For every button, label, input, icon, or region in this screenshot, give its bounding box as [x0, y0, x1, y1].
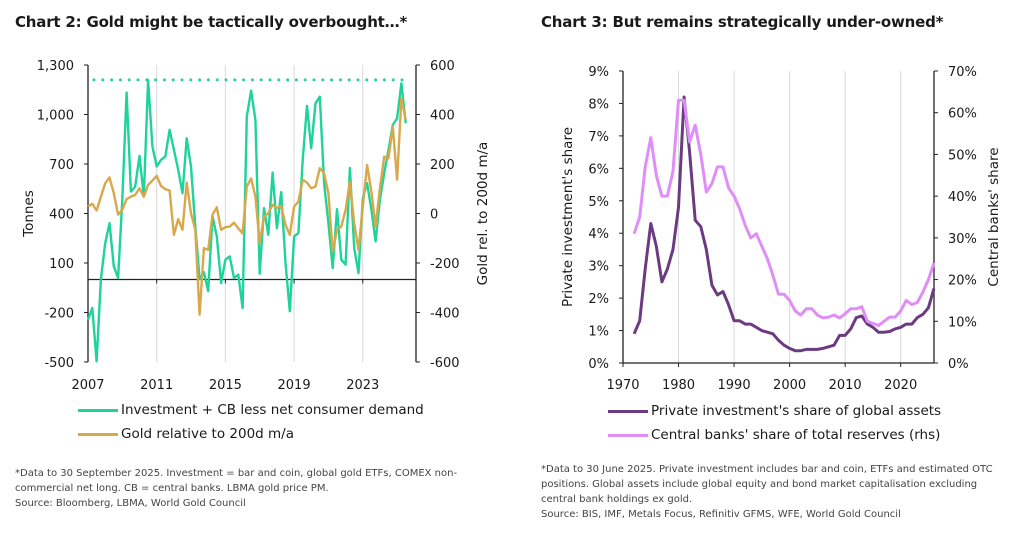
x-tick-label: 2019 — [278, 378, 311, 393]
series-line-1 — [632, 98, 936, 327]
y2-tick-label: 20% — [948, 274, 977, 289]
y-tick-label: 8% — [588, 97, 609, 112]
y2-axis-title: Gold rel. to 200d m/a — [475, 142, 491, 286]
y2-tick-label: -200 — [430, 257, 460, 272]
y2-tick-label: 40% — [948, 190, 977, 205]
y2-tick-label: 70% — [948, 65, 977, 80]
y2-tick-label: 50% — [948, 148, 977, 163]
y2-tick-label: 30% — [948, 232, 977, 247]
x-tick-label: 2007 — [71, 378, 104, 393]
y-axis-title: Private investment's share — [560, 127, 576, 307]
x-tick-label: 1970 — [606, 378, 639, 393]
legend-swatch — [78, 408, 118, 412]
y-tick-label: 0% — [588, 357, 609, 372]
y2-tick-label: 400 — [430, 109, 455, 124]
chart2-title: Chart 2: Gold might be tactically overbo… — [15, 13, 408, 31]
footnote-line: central bank holdings ex gold. — [541, 494, 693, 505]
x-tick-label: 2010 — [829, 378, 862, 393]
y2-tick-label: 200 — [430, 158, 455, 173]
y-tick-label: 3% — [588, 260, 609, 275]
x-tick-label: 1980 — [662, 378, 695, 393]
footnote-source: Source: Bloomberg, LBMA, World Gold Coun… — [15, 498, 246, 509]
y-tick-label: 1,300 — [37, 59, 74, 74]
legend-label: Central banks' share of total reserves (… — [651, 427, 941, 443]
y-tick-label: 5% — [588, 195, 609, 210]
y-tick-label: 700 — [49, 158, 74, 173]
y-tick-label: 7% — [588, 130, 609, 145]
legend-item-investment: Investment + CB less net consumer demand — [78, 398, 424, 422]
y2-tick-label: 10% — [948, 315, 977, 330]
x-tick-label: 2011 — [140, 378, 173, 393]
y2-tick-label: 60% — [948, 107, 977, 122]
y-tick-label: 1,000 — [37, 109, 74, 124]
y-tick-label: 400 — [49, 208, 74, 223]
x-tick-label: 2020 — [884, 378, 917, 393]
legend-label: Investment + CB less net consumer demand — [121, 402, 424, 418]
y-tick-label: 9% — [588, 65, 609, 80]
chart3-title: Chart 3: But remains strategically under… — [541, 13, 944, 31]
y2-tick-label: 600 — [430, 59, 455, 74]
series-line-1 — [87, 97, 407, 316]
y-tick-label: 4% — [588, 227, 609, 242]
footnote-line: *Data to 30 September 2025. Investment =… — [15, 468, 458, 479]
footnote-line: *Data to 30 June 2025. Private investmen… — [541, 464, 993, 475]
y2-tick-label: 0% — [948, 357, 969, 372]
footnote-source: Source: BIS, IMF, Metals Focus, Refiniti… — [541, 509, 901, 520]
legend-label: Gold relative to 200d m/a — [121, 426, 294, 442]
y2-tick-label: 0 — [430, 208, 438, 223]
legend-label: Private investment's share of global ass… — [651, 403, 942, 419]
chart3-legend: Private investment's share of global ass… — [608, 399, 941, 447]
footnote-line: positions. Global assets include global … — [541, 479, 978, 490]
chart2-footnote: *Data to 30 September 2025. Investment =… — [15, 466, 457, 511]
chart2-legend: Investment + CB less net consumer demand… — [78, 398, 424, 446]
x-tick-label: 2023 — [346, 378, 379, 393]
x-tick-label: 2015 — [209, 378, 242, 393]
series-line-0 — [86, 78, 407, 363]
legend-item-central-banks: Central banks' share of total reserves (… — [608, 423, 941, 447]
legend-swatch — [78, 432, 118, 436]
y-tick-label: 6% — [588, 162, 609, 177]
y2-tick-label: -600 — [430, 356, 460, 371]
x-tick-label: 1990 — [718, 378, 751, 393]
y-tick-label: -500 — [44, 356, 74, 371]
legend-swatch — [608, 433, 648, 437]
y-axis-title: Tonnes — [21, 190, 37, 238]
y-tick-label: 2% — [588, 292, 609, 307]
footnote-line: commercial net long. CB = central banks.… — [15, 483, 329, 494]
y2-tick-label: -400 — [430, 307, 460, 322]
legend-swatch — [608, 409, 648, 413]
y-tick-label: -200 — [44, 307, 74, 322]
y2-axis-title: Central banks' share — [986, 147, 1002, 286]
chart3-footnote: *Data to 30 June 2025. Private investmen… — [541, 462, 993, 522]
x-tick-label: 2000 — [773, 378, 806, 393]
series-line-0 — [632, 95, 936, 353]
y-tick-label: 100 — [49, 257, 74, 272]
legend-item-private-investment: Private investment's share of global ass… — [608, 399, 941, 423]
y-tick-label: 1% — [588, 325, 609, 340]
legend-item-gold-relative: Gold relative to 200d m/a — [78, 422, 424, 446]
